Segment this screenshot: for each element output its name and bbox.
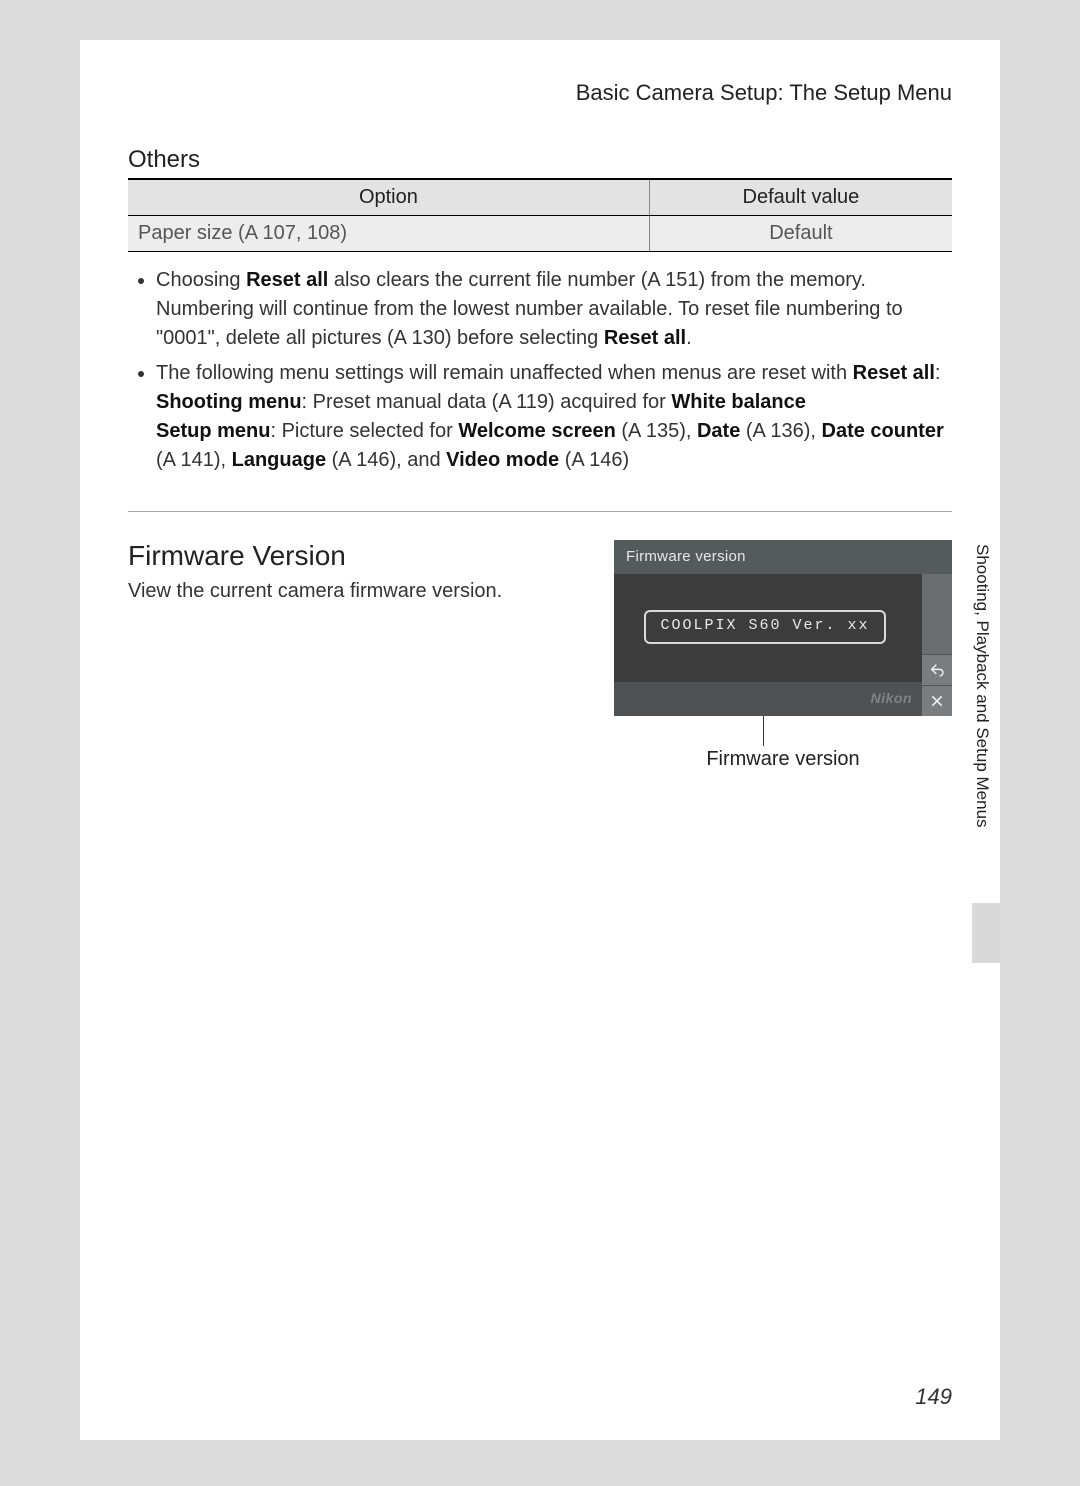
page-number: 149 <box>915 1384 952 1410</box>
options-table: Option Default value Paper size (A 107, … <box>128 178 952 252</box>
note-item: The following menu settings will remain … <box>156 359 952 475</box>
text-bold: Date <box>697 420 740 442</box>
text: : Picture selected for <box>270 420 458 442</box>
manual-page: Basic Camera Setup: The Setup Menu Other… <box>0 0 1080 1486</box>
firmware-section: Firmware Version View the current camera… <box>128 540 952 771</box>
text: (A 146), and <box>326 449 446 471</box>
text-bold: Shooting menu <box>156 391 302 413</box>
text-bold: Language <box>232 449 326 471</box>
col-option: Option <box>128 179 649 216</box>
cell-default: Default <box>649 216 952 252</box>
side-tab: Shooting, Playback and Setup Menus <box>972 540 1000 960</box>
text-bold: Reset all <box>853 362 935 384</box>
close-icon[interactable] <box>922 685 952 716</box>
cell-option: Paper size (A 107, 108) <box>128 216 649 252</box>
text: (A 141), <box>156 449 232 471</box>
text: . <box>686 327 692 349</box>
text: The following menu settings will remain … <box>156 362 853 384</box>
lcd-sidebar <box>922 574 952 716</box>
text: (A 136), <box>740 420 821 442</box>
version-box: COOLPIX S60 Ver. xx <box>644 610 886 644</box>
breadcrumb: Basic Camera Setup: The Setup Menu <box>128 80 952 106</box>
text: (A 146) <box>559 449 629 471</box>
lcd-screen: Firmware version COOLPIX S60 Ver. xx Ni <box>614 540 952 716</box>
col-default: Default value <box>649 179 952 216</box>
table-row: Paper size (A 107, 108) Default <box>128 216 952 252</box>
lcd-title: Firmware version <box>614 540 952 574</box>
firmware-figure: Firmware version COOLPIX S60 Ver. xx Ni <box>614 540 952 771</box>
text-bold: Reset all <box>604 327 686 349</box>
text-bold: Setup menu <box>156 420 270 442</box>
firmware-heading: Firmware Version <box>128 540 590 572</box>
lcd-brand: Nikon <box>614 682 922 716</box>
text: : Preset manual data (A 119) acquired fo… <box>302 391 672 413</box>
lcd-body: COOLPIX S60 Ver. xx <box>614 574 952 682</box>
back-icon[interactable] <box>922 654 952 685</box>
side-text: Shooting, Playback and Setup Menus <box>972 540 992 899</box>
text-bold: Video mode <box>446 449 559 471</box>
text: Choosing <box>156 269 246 291</box>
divider <box>128 511 952 512</box>
notes-list: Choosing Reset all also clears the curre… <box>128 266 952 475</box>
others-heading: Others <box>128 146 952 174</box>
callout-line <box>614 716 952 746</box>
note-item: Choosing Reset all also clears the curre… <box>156 266 952 353</box>
text: : <box>935 362 941 384</box>
text-bold: Date counter <box>822 420 944 442</box>
callout-label: Firmware version <box>614 748 952 771</box>
firmware-desc: View the current camera firmware version… <box>128 580 590 603</box>
firmware-text: Firmware Version View the current camera… <box>128 540 590 603</box>
side-block <box>972 903 1000 963</box>
text-bold: White balance <box>671 391 805 413</box>
text-bold: Welcome screen <box>458 420 616 442</box>
text-bold: Reset all <box>246 269 328 291</box>
page-content: Basic Camera Setup: The Setup Menu Other… <box>80 40 1000 1440</box>
text: (A 135), <box>616 420 697 442</box>
